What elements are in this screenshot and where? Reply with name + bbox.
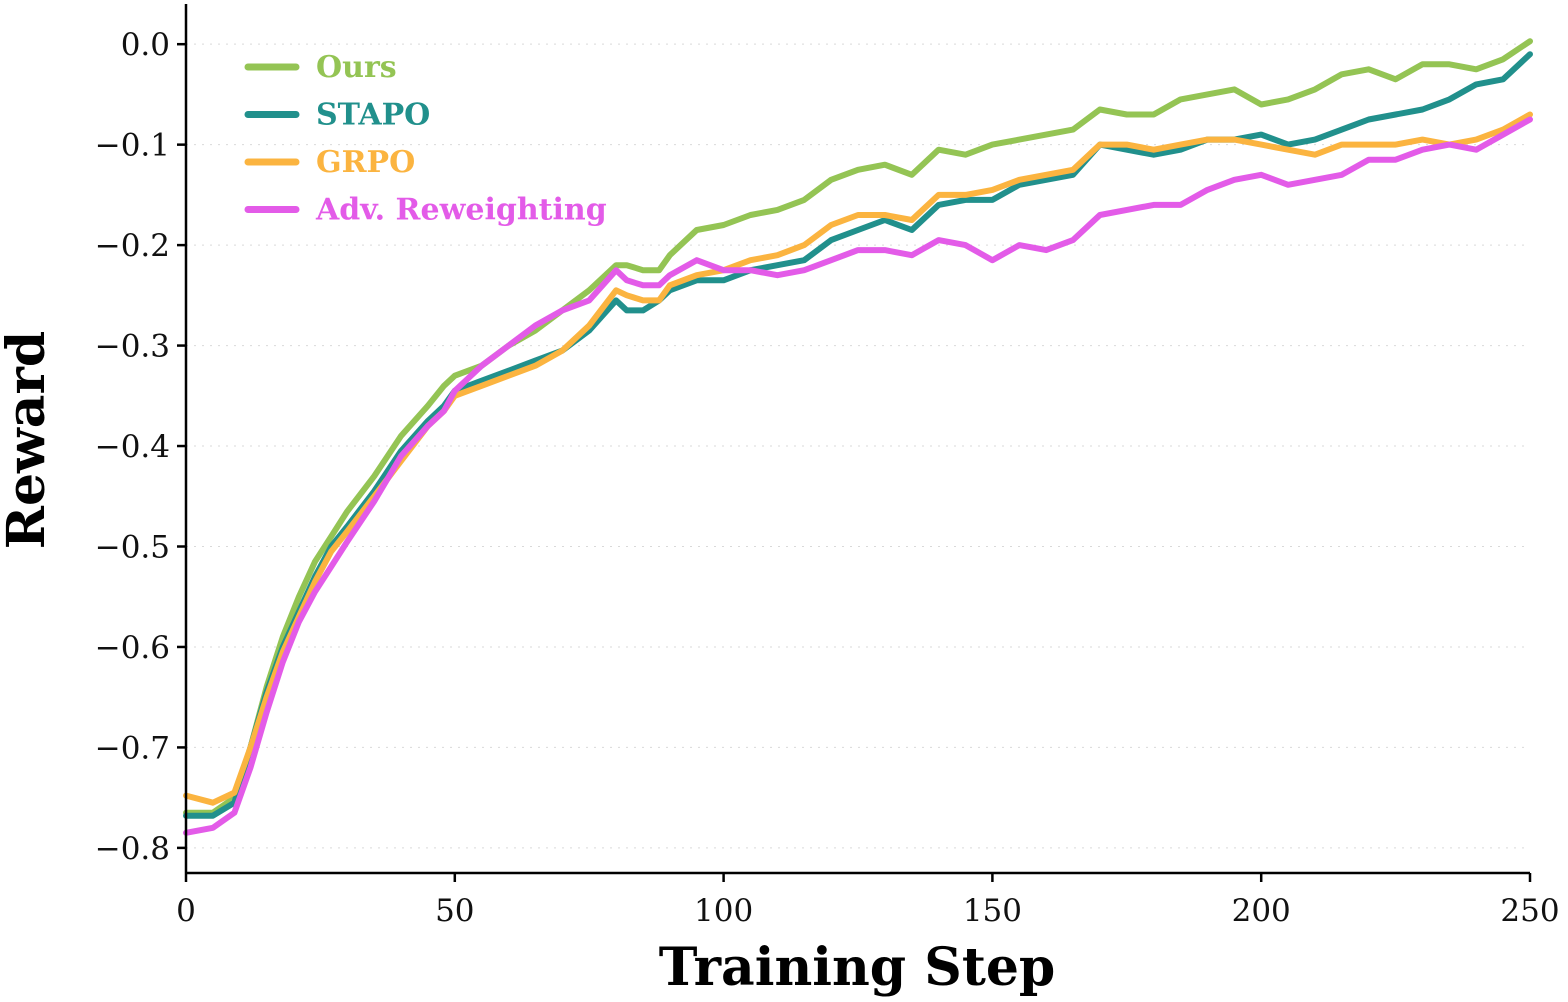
- y-tick-label: −0.7: [95, 730, 170, 766]
- y-tick-label: −0.4: [95, 429, 170, 465]
- y-tick-label: −0.5: [95, 529, 170, 565]
- y-tick-label: −0.6: [95, 630, 170, 666]
- series-line-ours: [183, 38, 1533, 816]
- series-line-grpo: [183, 111, 1533, 806]
- x-tick-label: 50: [435, 893, 474, 929]
- y-tick-label: −0.1: [95, 128, 170, 164]
- legend-label-stapo: STAPO: [316, 98, 430, 133]
- x-tick-label: 0: [176, 893, 196, 929]
- legend-label-ours: Ours: [316, 50, 397, 85]
- legend: Ours STAPO GRPO Adv. Reweighting: [244, 50, 607, 228]
- x-axis-label: Training Step: [659, 937, 1056, 998]
- legend-label-grpo: GRPO: [316, 145, 415, 180]
- y-tick-label: −0.8: [95, 831, 170, 867]
- axes: [184, 4, 1530, 875]
- x-tick-label: 250: [1500, 893, 1559, 929]
- x-tick-label: 100: [694, 893, 753, 929]
- y-tick-label: −0.2: [95, 228, 170, 264]
- series-line-adv-reweighting: [183, 116, 1533, 836]
- x-tick-label: 150: [963, 893, 1022, 929]
- legend-label-adv-reweighting: Adv. Reweighting: [315, 193, 607, 228]
- y-axis-label: Reward: [0, 331, 57, 550]
- y-tick-label: 0.0: [121, 27, 170, 63]
- x-ticks: 0 50 100 150 200 250: [176, 873, 1560, 929]
- series-line-stapo: [183, 51, 1533, 819]
- y-tick-label: −0.3: [95, 329, 170, 365]
- x-tick-label: 200: [1232, 893, 1291, 929]
- series-lines: [183, 38, 1533, 836]
- y-ticks: 0.0 −0.1 −0.2 −0.3 −0.4 −0.5 −0.6 −0.7 −0.8: [95, 27, 186, 867]
